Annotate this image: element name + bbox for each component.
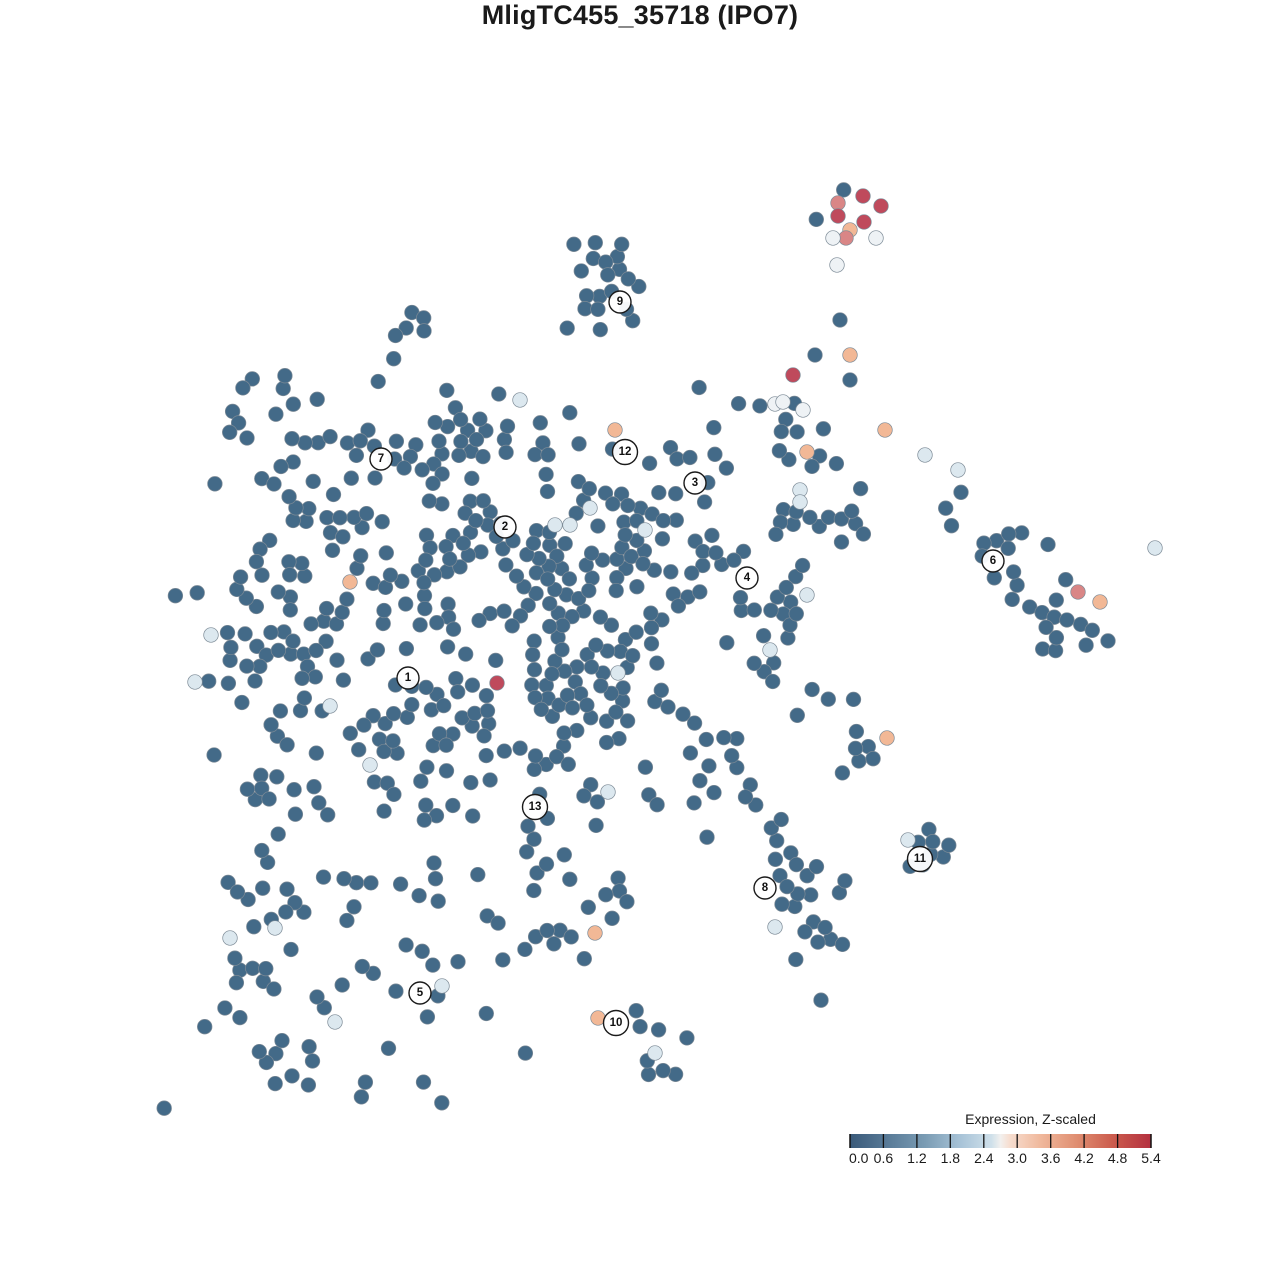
svg-text:9: 9 (617, 296, 623, 308)
svg-text:10: 10 (610, 1017, 623, 1029)
svg-text:5: 5 (417, 987, 424, 999)
svg-text:0.6: 0.6 (874, 1150, 894, 1166)
svg-text:5.4: 5.4 (1141, 1150, 1161, 1166)
svg-text:1.2: 1.2 (907, 1150, 927, 1166)
svg-text:2.4: 2.4 (974, 1150, 994, 1166)
svg-text:4.2: 4.2 (1074, 1150, 1094, 1166)
svg-text:3.0: 3.0 (1007, 1150, 1027, 1166)
svg-text:Expression, Z-scaled: Expression, Z-scaled (965, 1111, 1096, 1127)
svg-text:11: 11 (914, 853, 927, 865)
svg-text:12: 12 (619, 446, 632, 458)
svg-text:8: 8 (762, 882, 769, 894)
svg-text:3: 3 (692, 477, 698, 489)
svg-text:6: 6 (990, 555, 996, 567)
svg-text:4: 4 (744, 572, 751, 584)
svg-text:1: 1 (405, 672, 412, 684)
svg-text:7: 7 (378, 453, 384, 465)
svg-text:13: 13 (529, 801, 542, 813)
svg-text:2: 2 (502, 521, 508, 533)
svg-text:1.8: 1.8 (941, 1150, 961, 1166)
svg-text:4.8: 4.8 (1108, 1150, 1128, 1166)
svg-text:3.6: 3.6 (1041, 1150, 1061, 1166)
svg-text:0.0: 0.0 (849, 1150, 869, 1166)
